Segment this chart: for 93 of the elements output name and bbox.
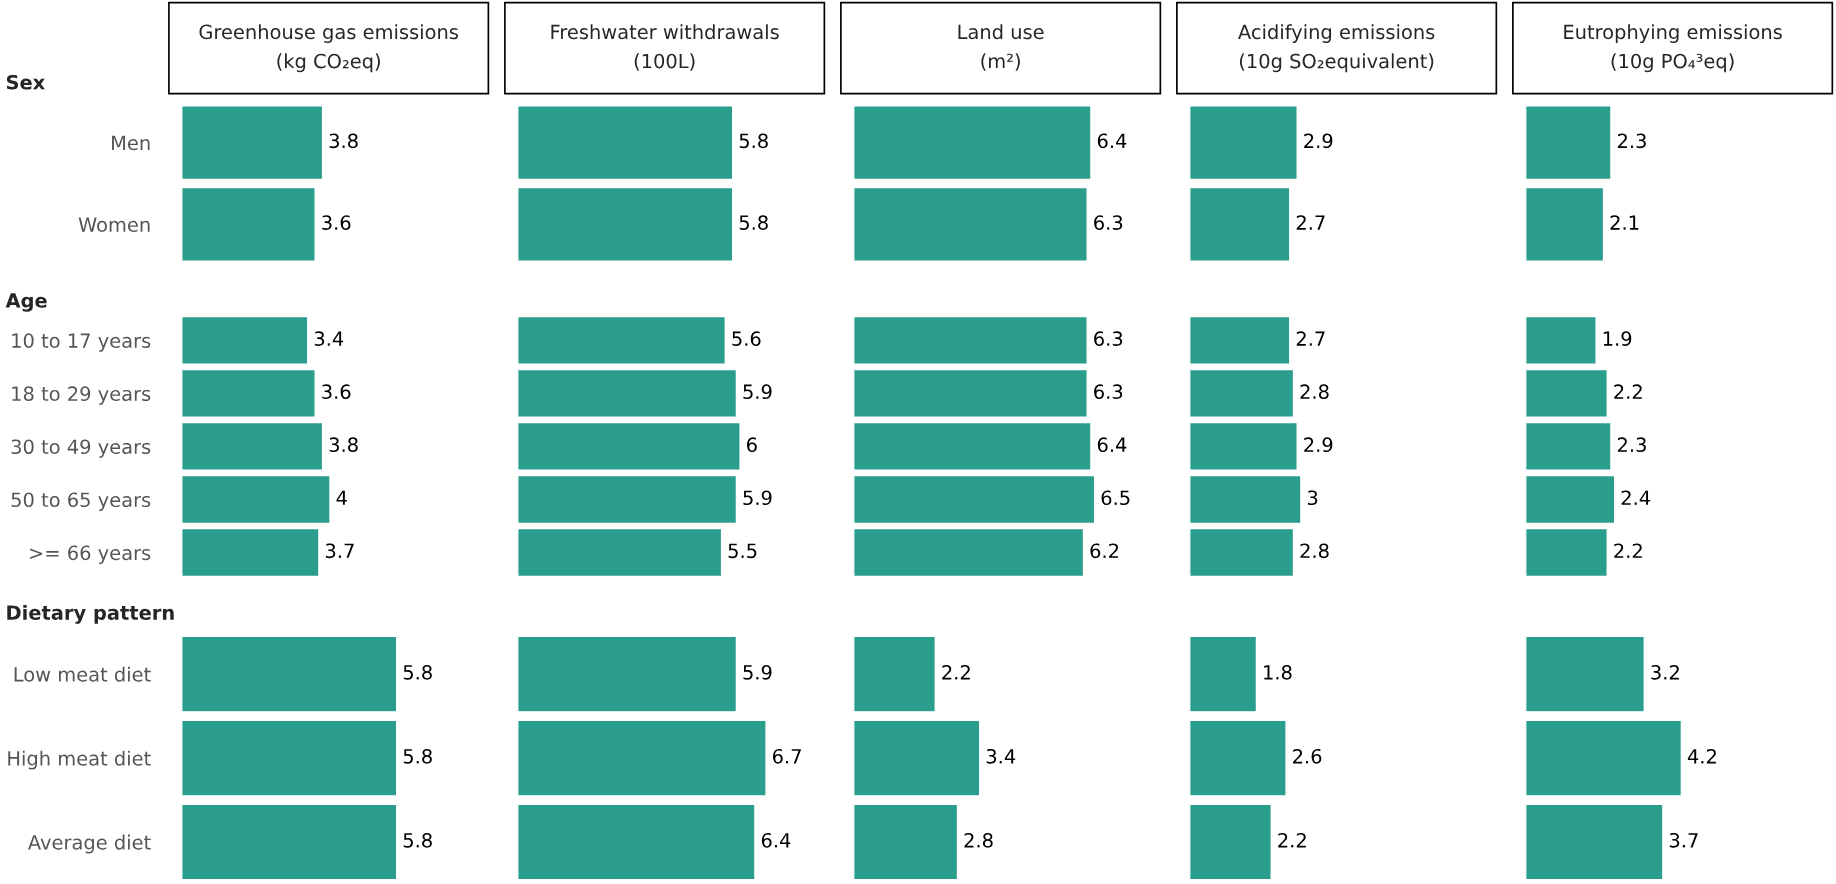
data-label: 5.8 [739, 215, 768, 230]
data-label: 5.8 [739, 133, 768, 149]
bar [853, 315, 1088, 365]
data-label: 5.9 [743, 664, 772, 680]
y-tick-label: >= 66 years [30, 545, 151, 564]
data-label: 5.9 [743, 490, 772, 506]
bar [517, 315, 726, 365]
y-tick-label: Low meat diet [14, 666, 151, 682]
data-label: 2.9 [1304, 133, 1333, 149]
data-label: 5.6 [732, 331, 761, 346]
chart-title: Land use (m²) [958, 24, 1044, 71]
bar [181, 315, 309, 365]
data-label: 6.2 [1090, 543, 1119, 559]
data-label: 2.3 [1617, 133, 1646, 149]
data-label: 4 [336, 490, 347, 505]
data-label: 6.5 [1101, 490, 1130, 506]
data-label: 2.4 [1621, 490, 1651, 505]
bar [853, 527, 1085, 578]
data-label: 2.2 [1278, 832, 1306, 848]
y-tick-label: 50 to 65 years [11, 492, 151, 511]
data-label: 2.3 [1617, 437, 1646, 453]
text: Acidifying emissions (10g SO₂equivalent) [1238, 24, 1435, 73]
bar [1525, 527, 1608, 578]
data-label: 1.9 [1603, 331, 1632, 346]
bar [1525, 315, 1597, 365]
data-label: 2.9 [1304, 437, 1333, 453]
bar [1525, 368, 1608, 418]
y-tick-label: 30 to 49 years [11, 439, 151, 458]
bar [181, 527, 320, 578]
data-label: 3.6 [322, 215, 351, 230]
y-tick-label: High meat diet [8, 750, 151, 770]
bar [181, 421, 324, 471]
bar [1189, 421, 1298, 471]
bar [1189, 474, 1302, 525]
bar [853, 368, 1088, 418]
text: Eutrophying emissions (10g PO₄³eq) [1564, 24, 1782, 73]
chart-subtitle: Dietary pattern [7, 604, 174, 624]
y-tick-label: Average diet [28, 834, 151, 854]
data-label: 5.8 [403, 664, 432, 680]
bar [853, 474, 1096, 525]
data-label: 3.7 [1669, 832, 1698, 848]
data-label: 3.2 [1651, 664, 1679, 680]
data-label: 3 [1307, 490, 1318, 506]
bar [1189, 368, 1295, 418]
data-label: 6 [747, 437, 757, 453]
data-label: 6.4 [761, 832, 791, 848]
data-label: 6.4 [1097, 133, 1127, 149]
data-label: 2.2 [1614, 543, 1642, 558]
bar [181, 368, 316, 418]
data-label: 6.3 [1094, 384, 1123, 400]
data-label: 1.8 [1264, 664, 1292, 680]
data-label: 6.7 [772, 748, 801, 764]
bar [517, 421, 741, 471]
data-label: 3.8 [329, 437, 358, 453]
data-label: 2.1 [1610, 215, 1639, 230]
bar [853, 421, 1092, 471]
text: Sex [6, 74, 45, 90]
data-label: 6.3 [1094, 215, 1123, 230]
data-label: 4.2 [1687, 748, 1716, 764]
data-label: 2.8 [964, 832, 993, 848]
y-tick-label: Men [112, 135, 150, 151]
bar [1189, 527, 1295, 578]
data-label: 5.8 [403, 748, 432, 764]
data-label: 2.2 [942, 664, 970, 680]
data-label: 3.4 [314, 331, 344, 346]
data-label: 3.7 [325, 543, 354, 559]
data-label: 6.4 [1097, 437, 1127, 453]
bar [1189, 315, 1291, 365]
data-label: 5.8 [403, 832, 432, 848]
y-tick-label: 18 to 29 years [12, 386, 151, 405]
y-tick-label: Women [78, 217, 150, 232]
bar [181, 474, 331, 525]
data-label: 2.7 [1296, 215, 1325, 230]
data-label: 6.3 [1094, 331, 1123, 346]
data-label: 2.8 [1300, 384, 1329, 400]
chart-title: Greenhouse gas emissions (kg CO₂eq) [199, 24, 458, 73]
data-label: 3.8 [329, 133, 358, 149]
chart-title: Freshwater withdrawals (100L) [551, 24, 779, 71]
text: Age [5, 293, 47, 312]
data-label: 2.6 [1293, 748, 1322, 764]
data-label: 5.9 [743, 384, 772, 400]
bar [517, 474, 738, 525]
data-label: 3.6 [322, 384, 351, 400]
data-label: 2.8 [1300, 543, 1329, 559]
data-label: 5.5 [728, 543, 757, 559]
data-label: 2.7 [1296, 331, 1325, 346]
bar [517, 368, 738, 418]
data-label: 2.2 [1614, 384, 1642, 399]
bar [1525, 421, 1612, 471]
y-tick-label: 10 to 17 years [12, 333, 151, 352]
bar [1525, 474, 1616, 525]
bar [517, 527, 723, 578]
data-label: 3.4 [986, 748, 1016, 764]
